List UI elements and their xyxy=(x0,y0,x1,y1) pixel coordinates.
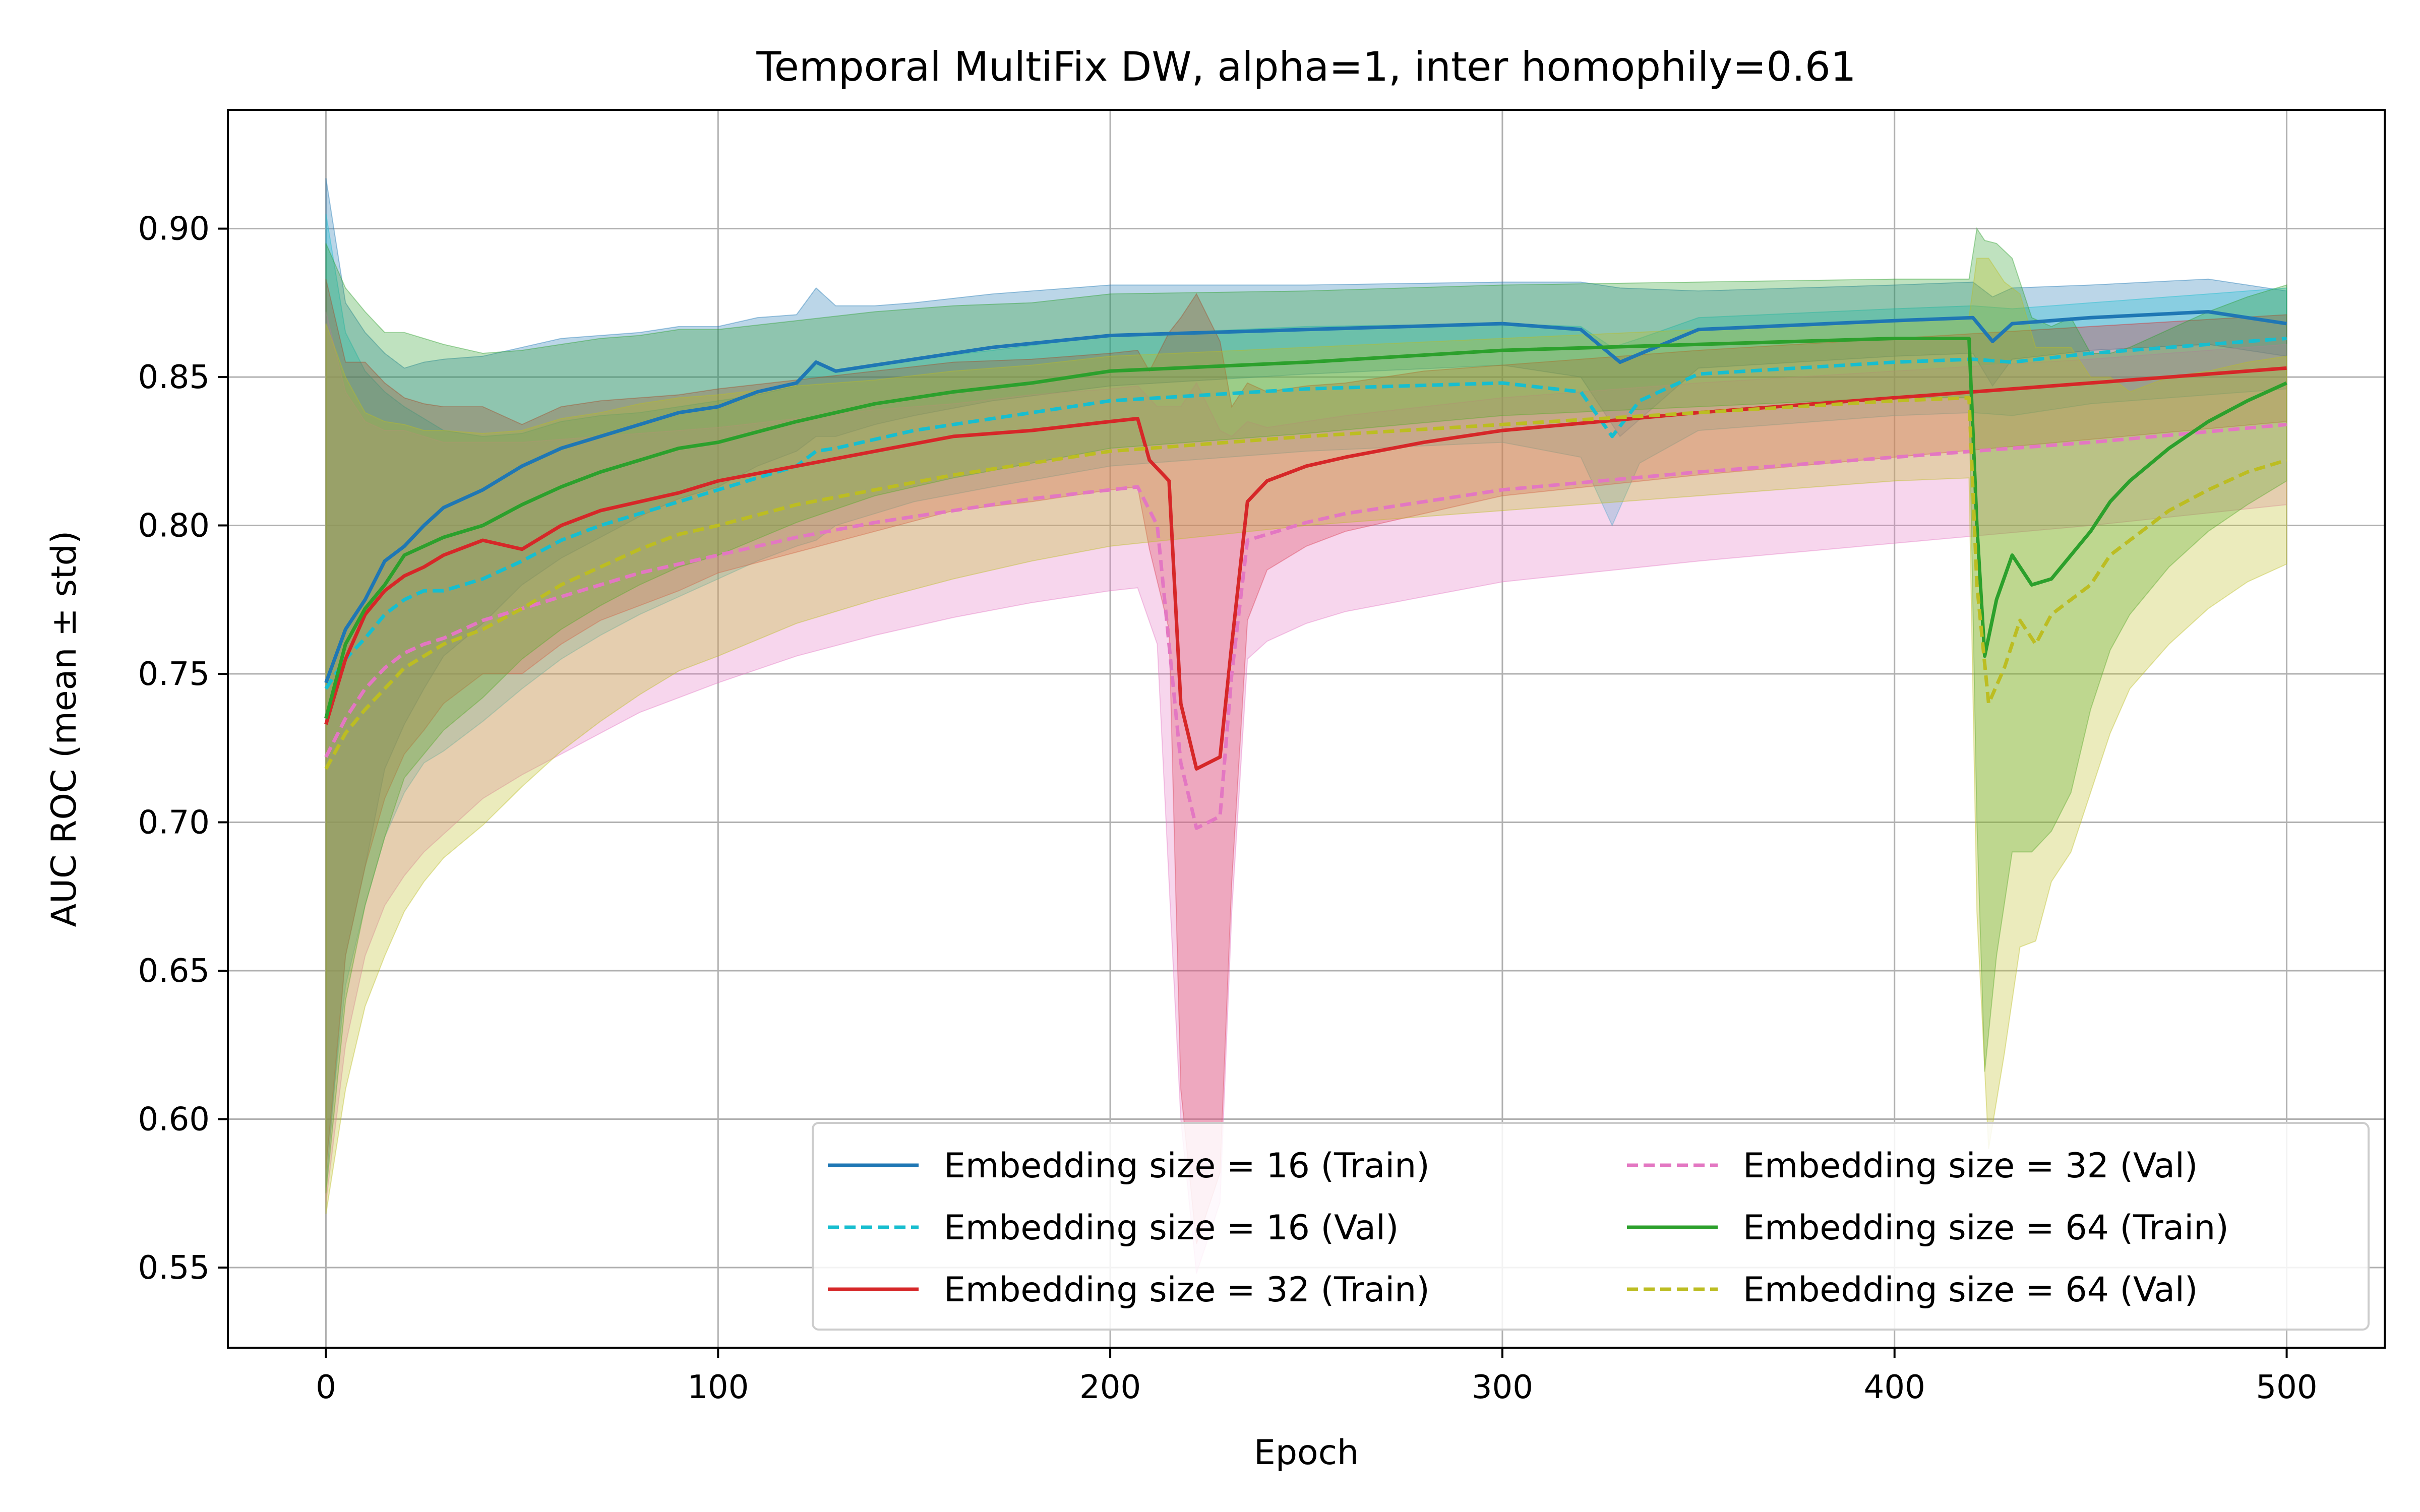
y-tick-label: 0.70 xyxy=(138,804,210,842)
legend-label-series-1: Embedding size = 16 (Train) xyxy=(944,1146,1430,1186)
chart-title: Temporal MultiFix DW, alpha=1, inter hom… xyxy=(756,43,1856,90)
y-tick-label: 0.75 xyxy=(138,656,210,693)
x-tick-label: 0 xyxy=(316,1369,336,1406)
mean-line-series-5 xyxy=(324,337,2287,719)
x-axis-ticks: 0 100 200 300 400 500 xyxy=(316,1348,2318,1406)
x-axis-label: Epoch xyxy=(1254,1433,1359,1473)
y-tick-label: 0.55 xyxy=(138,1249,210,1287)
std-bands xyxy=(325,178,2287,1274)
std-band-series-3 xyxy=(325,279,2287,1244)
plot-frame xyxy=(227,109,2386,1349)
x-tick-label: 200 xyxy=(1079,1369,1141,1406)
x-tick-label: 400 xyxy=(1864,1369,1925,1406)
y-axis-label: AUC ROC (mean ± std) xyxy=(44,531,84,927)
y-tick-label: 0.85 xyxy=(138,359,210,396)
y-tick-label: 0.80 xyxy=(138,508,210,545)
mean-line-series-6 xyxy=(324,396,2287,770)
x-tick-label: 300 xyxy=(1472,1369,1533,1406)
legend-box xyxy=(812,1122,2370,1331)
mean-line-series-1 xyxy=(324,310,2287,683)
grid xyxy=(228,110,2385,1348)
std-band-series-5 xyxy=(325,227,2287,1193)
x-tick-label: 500 xyxy=(2256,1369,2317,1406)
legend-label-series-6: Embedding size = 64 (Val) xyxy=(1743,1270,2198,1310)
legend-label-series-5: Embedding size = 64 (Train) xyxy=(1743,1208,2229,1248)
std-band-series-6 xyxy=(325,258,2287,1215)
mean-lines xyxy=(324,310,2287,830)
legend-label-series-3: Embedding size = 32 (Train) xyxy=(944,1270,1430,1310)
y-tick-label: 0.90 xyxy=(138,211,210,248)
x-tick-label: 100 xyxy=(687,1369,749,1406)
std-band-series-2 xyxy=(325,213,2287,1164)
legend-label-series-4: Embedding size = 32 (Val) xyxy=(1743,1146,2198,1186)
std-band-series-1 xyxy=(325,178,2287,1188)
y-tick-label: 0.65 xyxy=(138,953,210,990)
legend: Embedding size = 16 (Train) Embedding siz… xyxy=(812,1122,2370,1331)
mean-line-series-3 xyxy=(324,366,2287,771)
y-tick-label: 0.60 xyxy=(138,1101,210,1138)
mean-line-series-4 xyxy=(324,422,2287,830)
std-band-series-4 xyxy=(325,311,2287,1274)
legend-label-series-2: Embedding size = 16 (Val) xyxy=(944,1208,1399,1248)
y-axis-ticks: 0.55 0.60 0.65 0.70 0.75 0.80 0.85 0.90 xyxy=(138,211,228,1287)
